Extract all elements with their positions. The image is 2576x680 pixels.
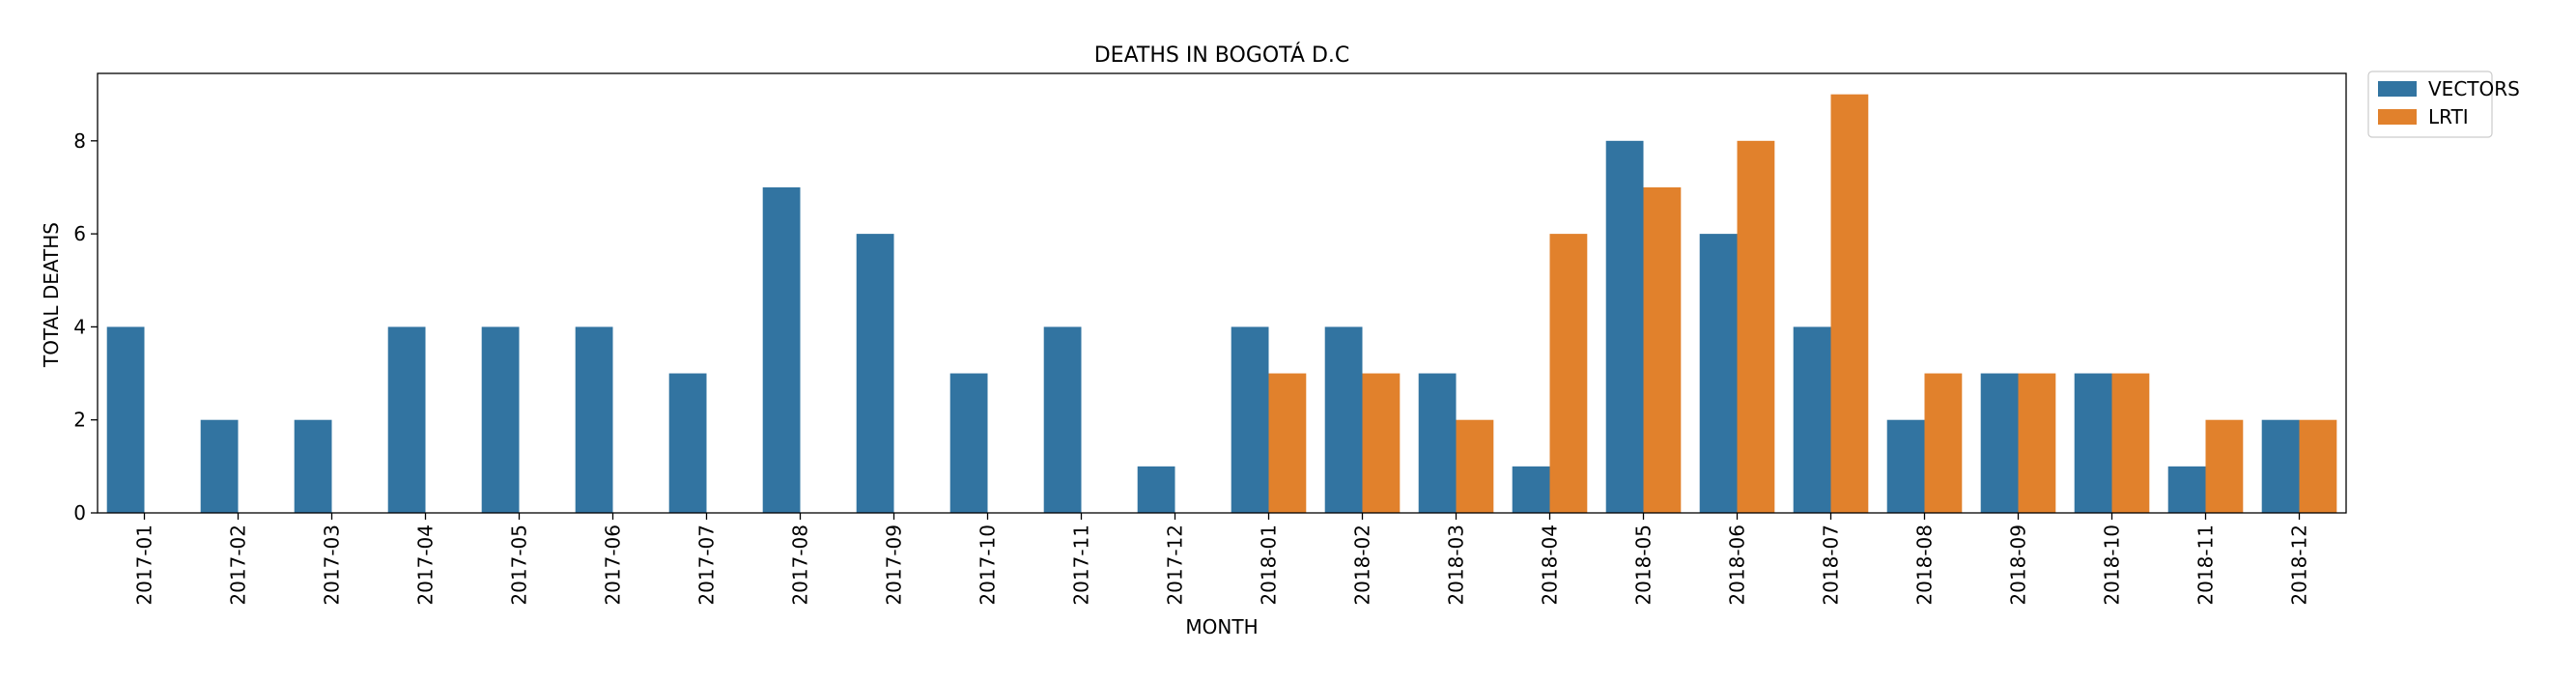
legend-swatch-vectors: [2378, 81, 2417, 97]
x-tick-label: 2017-06: [602, 524, 625, 606]
bar-lrti-2018-07: [1830, 94, 1869, 514]
x-tick-label: 2018-11: [2194, 524, 2218, 606]
bar-vectors-2017-02: [200, 419, 239, 513]
plot-frame: [97, 72, 2347, 514]
bar-lrti-2018-12: [2299, 419, 2337, 513]
bar-vectors-2018-06: [1699, 234, 1738, 513]
bar-vectors-2017-06: [575, 326, 613, 513]
y-tick-label: 8: [73, 129, 86, 153]
x-tick-label: 2018-10: [2101, 524, 2124, 606]
bar-vectors-2017-12: [1137, 466, 1175, 513]
x-tick-label: 2017-02: [227, 524, 250, 606]
bar-lrti-2018-01: [1268, 373, 1307, 513]
x-tick-label: 2018-03: [1445, 524, 1468, 606]
x-tick-label: 2018-08: [1913, 524, 1937, 606]
bar-vectors-2018-07: [1793, 326, 1831, 513]
y-tick-label: 4: [73, 315, 86, 338]
x-tick-label: 2017-11: [1070, 524, 1093, 606]
x-tick-label: 2018-01: [1258, 524, 1281, 606]
legend-label-vectors: VECTORS: [2428, 77, 2520, 100]
bar-lrti-2018-10: [2111, 373, 2150, 513]
bar-lrti-2018-06: [1737, 140, 1775, 513]
x-tick-label: 2017-03: [321, 524, 344, 606]
x-tick-label: 2017-05: [508, 524, 531, 606]
bar-vectors-2017-01: [106, 326, 145, 513]
chart-title: DEATHS IN BOGOTÁ D.C: [1094, 42, 1350, 68]
x-tick-label: 2017-07: [695, 524, 719, 606]
bar-vectors-2017-05: [481, 326, 520, 513]
legend-label-lrti: LRTI: [2428, 105, 2469, 128]
bar-vectors-2017-10: [949, 373, 988, 513]
legend: VECTORS LRTI: [2367, 71, 2520, 138]
x-axis-label: MONTH: [1185, 615, 1258, 638]
x-tick-label: 2017-12: [1164, 524, 1187, 606]
bar-vectors-2018-05: [1605, 140, 1644, 513]
bar-lrti-2018-04: [1549, 234, 1588, 513]
bar-vectors-2017-11: [1043, 326, 1082, 513]
x-tick-label: 2017-01: [133, 524, 156, 606]
bar-lrti-2018-11: [2205, 419, 2244, 513]
bar-lrti-2018-05: [1643, 186, 1682, 514]
bar-lrti-2018-02: [1362, 373, 1401, 513]
bar-vectors-2017-04: [387, 326, 426, 513]
bar-vectors-2018-02: [1324, 326, 1363, 513]
x-tick-label: 2018-06: [1726, 524, 1749, 606]
legend-swatch-lrti: [2378, 109, 2417, 125]
x-tick-label: 2018-05: [1632, 524, 1656, 606]
bar-vectors-2018-12: [2261, 419, 2300, 513]
bar-vectors-2018-10: [2074, 373, 2112, 513]
y-axis-label: TOTAL DEATHS: [40, 222, 63, 368]
bar-vectors-2018-01: [1231, 326, 1269, 513]
bar-vectors-2018-09: [1980, 373, 2019, 513]
y-tick-label: 2: [73, 409, 86, 432]
x-tick-label: 2017-09: [883, 524, 906, 606]
x-tick-label: 2018-04: [1539, 524, 1562, 606]
bar-vectors-2017-08: [762, 186, 801, 514]
x-tick-label: 2018-12: [2288, 524, 2311, 606]
plot-area: 0 2 4 6 8 2017-01 2017-02 2017-03 2017-04 2017-05…: [73, 72, 2347, 606]
x-tick-label: 2018-09: [2007, 524, 2030, 606]
y-tick-label: 6: [73, 222, 86, 245]
y-tick-label: 0: [73, 501, 86, 524]
bar-lrti-2018-09: [2018, 373, 2056, 513]
bar-lrti-2018-03: [1456, 419, 1494, 513]
bar-vectors-2018-08: [1886, 419, 1925, 513]
bar-vectors-2017-09: [856, 234, 894, 513]
x-tick-label: 2017-08: [789, 524, 812, 606]
bar-vectors-2018-03: [1418, 373, 1457, 513]
bar-vectors-2018-11: [2167, 466, 2206, 513]
bar-vectors-2018-04: [1512, 466, 1550, 513]
x-tick-label: 2018-02: [1351, 524, 1374, 606]
bar-vectors-2017-07: [668, 373, 707, 513]
bar-vectors-2017-03: [294, 419, 332, 513]
x-tick-label: 2017-10: [977, 524, 1000, 606]
x-tick-label: 2017-04: [414, 524, 438, 606]
bar-lrti-2018-08: [1924, 373, 1963, 513]
x-tick-label: 2018-07: [1820, 524, 1843, 606]
